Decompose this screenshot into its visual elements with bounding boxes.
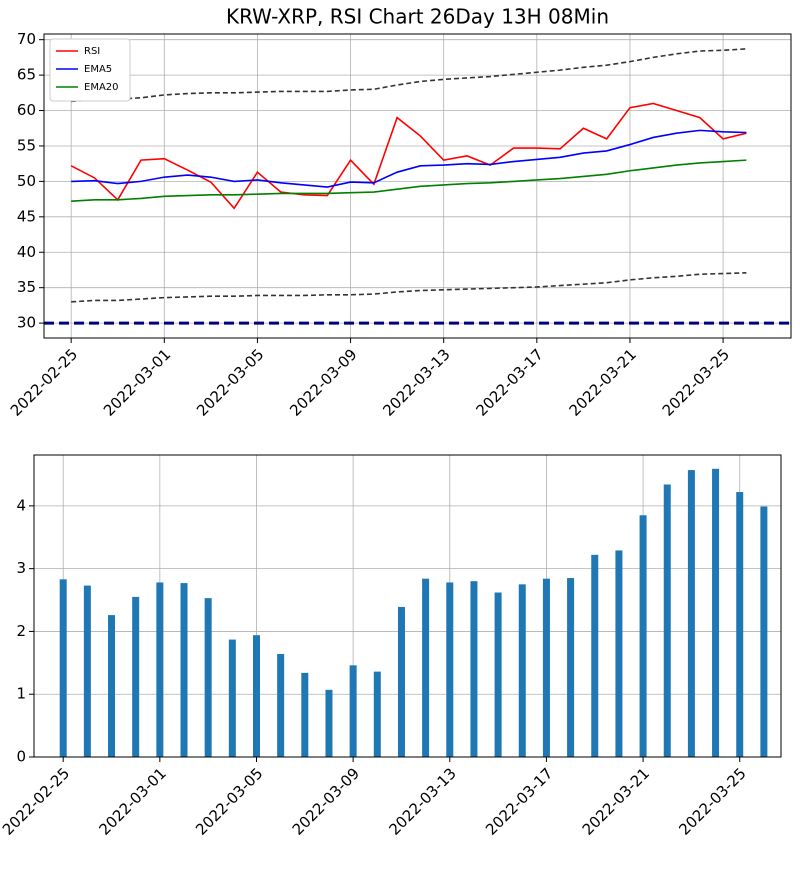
chart-title: KRW-XRP, RSI Chart 26Day 13H 08Min [226,5,609,29]
x-tick-label: 2022-03-05 [193,345,267,419]
y-tick-label: 4 [16,496,26,514]
x-tick-label: 2022-03-13 [385,764,459,838]
bar [59,579,67,757]
x-tick-label: 2022-02-25 [0,764,73,838]
bar [277,654,285,757]
line-series [71,272,747,303]
bar [180,583,188,757]
bar [349,665,357,757]
bar [760,506,768,757]
bar [422,578,430,757]
legend-box [49,38,131,102]
bar [591,554,599,757]
bar [204,598,212,757]
bar [132,596,140,757]
bar [615,550,623,757]
x-tick-label: 2022-03-09 [289,764,363,838]
bar [446,582,454,757]
y-tick-label: 65 [17,66,36,84]
bar [494,592,502,757]
bar [518,584,526,757]
line-series [71,159,747,203]
x-tick-label: 2022-03-05 [192,764,266,838]
bar [301,672,309,757]
y-tick-label: 45 [17,207,36,225]
bar [639,515,647,757]
y-tick-label: 50 [17,172,36,190]
line-series [71,129,747,188]
bar [542,578,550,757]
y-tick-label: 0 [16,748,26,766]
x-tick-label: 2022-03-01 [95,764,169,838]
x-tick-label: 2022-02-25 [7,345,81,419]
bar [252,635,260,757]
bar [397,606,405,757]
y-tick-label: 55 [17,136,36,154]
y-tick-label: 35 [17,278,36,296]
axes-frame [33,454,782,758]
y-tick-label: 30 [17,314,36,332]
bar [108,615,116,757]
bar [156,582,164,757]
y-tick-label: 1 [16,685,26,703]
x-tick-label: 2022-03-17 [482,764,556,838]
bar [687,470,695,757]
legend-label: RSI [84,46,100,57]
x-tick-label: 2022-03-09 [286,345,360,419]
x-tick-label: 2022-03-21 [566,345,640,419]
x-tick-label: 2022-03-17 [472,345,546,419]
bar [736,492,744,757]
y-tick-label: 60 [17,101,36,119]
y-tick-label: 2 [16,622,26,640]
bar [83,585,91,757]
y-tick-label: 3 [16,559,26,577]
axes-frame [43,33,792,339]
bar [567,578,575,757]
x-tick-label: 2022-03-25 [659,345,733,419]
line-series [70,102,747,210]
x-tick-label: 2022-03-25 [675,764,749,838]
x-tick-label: 2022-03-01 [100,345,174,419]
bar [325,689,333,757]
y-tick-label: 70 [17,30,36,48]
legend-label: EMA5 [84,64,112,75]
bar [470,581,478,757]
x-tick-label: 2022-03-21 [579,764,653,838]
bar [228,639,236,757]
x-tick-label: 2022-03-13 [379,345,453,419]
bar [663,484,671,757]
line-series [71,48,747,103]
legend-label: EMA20 [84,82,119,93]
bar [712,468,720,757]
y-tick-label: 40 [17,243,36,261]
bar [373,671,381,757]
